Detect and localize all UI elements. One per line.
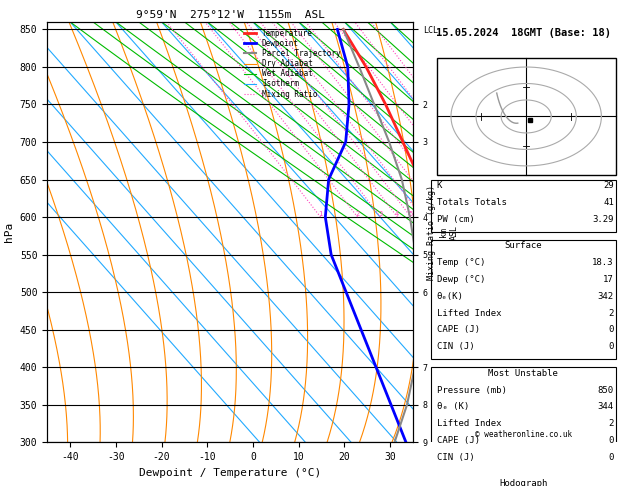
Text: 17: 17 [603, 275, 614, 284]
Text: 2: 2 [608, 309, 614, 317]
Text: 0: 0 [608, 436, 614, 445]
Bar [431, 367, 616, 470]
Y-axis label: hPa: hPa [4, 222, 14, 242]
Text: θₑ (K): θₑ (K) [437, 402, 469, 411]
Text: 18.3: 18.3 [593, 258, 614, 267]
Legend: Temperature, Dewpoint, Parcel Trajectory, Dry Adiabat, Wet Adiabat, Isotherm, Mi: Temperature, Dewpoint, Parcel Trajectory… [242, 26, 343, 102]
Text: © weatheronline.co.uk: © weatheronline.co.uk [475, 430, 572, 439]
Text: θₑ(K): θₑ(K) [437, 292, 464, 301]
Bar [431, 240, 616, 360]
Title: 9°59'N  275°12'W  1155m  ASL: 9°59'N 275°12'W 1155m ASL [136, 10, 325, 20]
Text: CAPE (J): CAPE (J) [437, 326, 480, 334]
Text: Mixing Ratio (g/kg): Mixing Ratio (g/kg) [427, 185, 436, 279]
Text: 1: 1 [318, 211, 323, 217]
Bar [437, 58, 616, 175]
Text: Surface: Surface [504, 242, 542, 250]
Text: CAPE (J): CAPE (J) [437, 436, 480, 445]
Bar [431, 179, 616, 232]
Text: K: K [437, 181, 442, 190]
Text: kt: kt [442, 60, 452, 69]
Text: Most Unstable: Most Unstable [488, 369, 558, 378]
Text: 0: 0 [608, 326, 614, 334]
Text: Temp (°C): Temp (°C) [437, 258, 485, 267]
Text: 2: 2 [608, 419, 614, 428]
Text: PW (cm): PW (cm) [437, 215, 474, 224]
Y-axis label: km
ASL: km ASL [439, 225, 459, 240]
Text: 15.05.2024  18GMT (Base: 18): 15.05.2024 18GMT (Base: 18) [436, 28, 611, 38]
Text: 5: 5 [409, 211, 413, 217]
Text: 342: 342 [598, 292, 614, 301]
Bar [431, 478, 616, 486]
Text: 3.29: 3.29 [593, 215, 614, 224]
Text: 344: 344 [598, 402, 614, 411]
Text: Hodograph: Hodograph [499, 479, 547, 486]
Text: 4: 4 [395, 211, 399, 217]
Text: 0: 0 [608, 342, 614, 351]
Text: 0: 0 [608, 453, 614, 462]
Text: 29: 29 [603, 181, 614, 190]
Text: Pressure (mb): Pressure (mb) [437, 385, 506, 395]
Text: CIN (J): CIN (J) [437, 342, 474, 351]
Text: Lifted Index: Lifted Index [437, 419, 501, 428]
Text: CIN (J): CIN (J) [437, 453, 474, 462]
Text: 41: 41 [603, 198, 614, 207]
Text: Totals Totals: Totals Totals [437, 198, 506, 207]
Text: Lifted Index: Lifted Index [437, 309, 501, 317]
Text: 2: 2 [355, 211, 360, 217]
X-axis label: Dewpoint / Temperature (°C): Dewpoint / Temperature (°C) [139, 468, 321, 478]
Text: Dewp (°C): Dewp (°C) [437, 275, 485, 284]
Text: 3: 3 [378, 211, 382, 217]
Text: 850: 850 [598, 385, 614, 395]
